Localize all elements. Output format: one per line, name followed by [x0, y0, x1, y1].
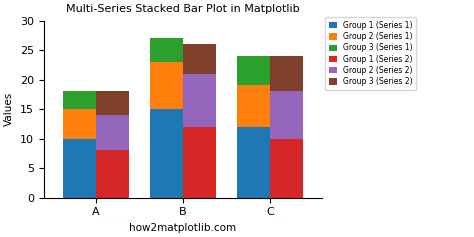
Bar [237, 85, 270, 127]
Bar [150, 38, 183, 62]
Bar [63, 91, 96, 109]
Bar [183, 127, 216, 198]
Bar [183, 44, 216, 74]
Bar [150, 62, 183, 109]
Bar [183, 74, 216, 127]
Legend: Group 1 (Series 1), Group 2 (Series 1), Group 3 (Series 1), Group 1 (Series 2), : Group 1 (Series 1), Group 2 (Series 1), … [325, 17, 416, 90]
Bar [63, 109, 96, 139]
Bar [237, 56, 270, 85]
Bar [96, 150, 129, 198]
Bar [96, 91, 129, 115]
Bar [63, 139, 96, 198]
Bar [270, 139, 303, 198]
Y-axis label: Values: Values [4, 92, 14, 126]
Bar [270, 56, 303, 91]
Bar [96, 115, 129, 150]
Bar [237, 127, 270, 198]
X-axis label: how2matplotlib.com: how2matplotlib.com [129, 223, 237, 233]
Bar [270, 91, 303, 139]
Title: Multi-Series Stacked Bar Plot in Matplotlib: Multi-Series Stacked Bar Plot in Matplot… [66, 4, 300, 14]
Bar [150, 109, 183, 198]
